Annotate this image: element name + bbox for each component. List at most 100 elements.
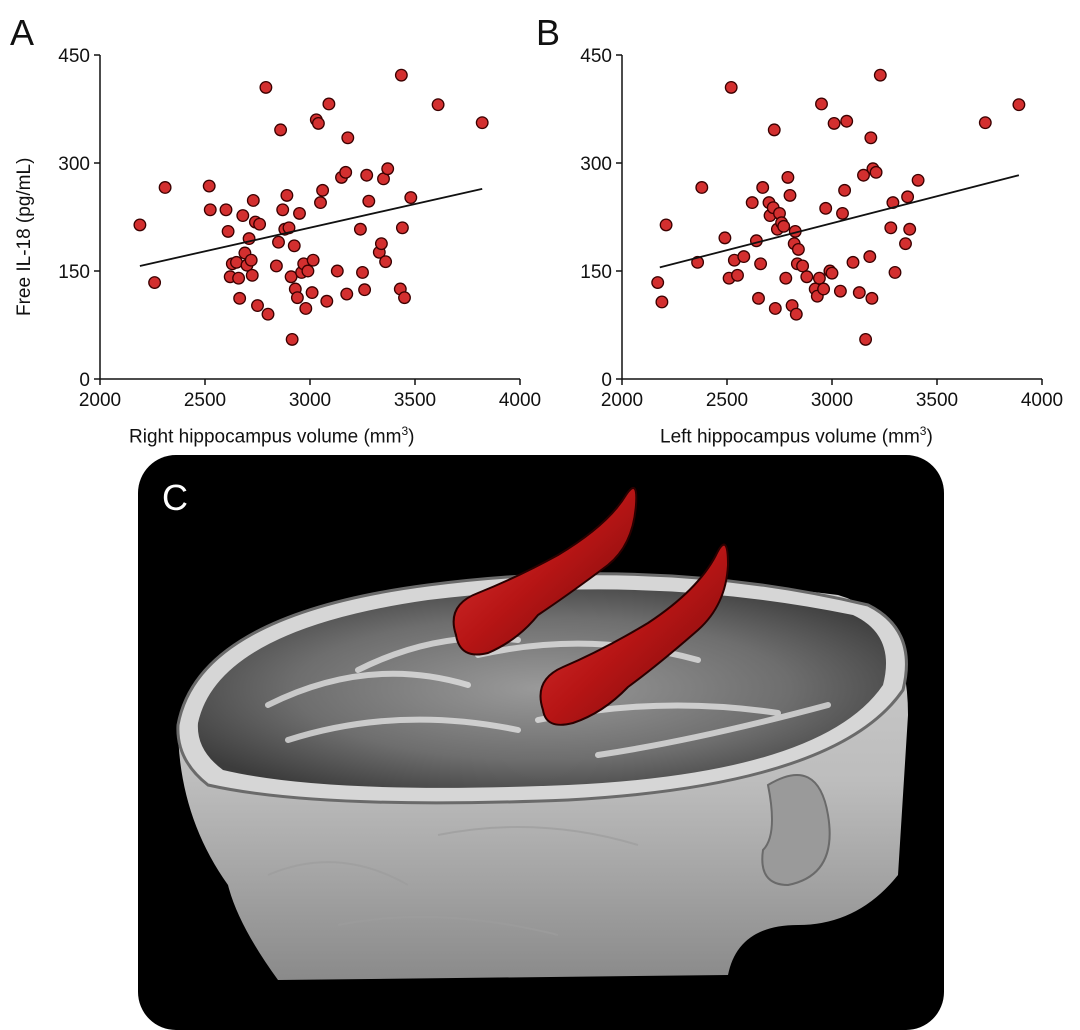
plot-a-data-point xyxy=(133,218,147,232)
plot-b-data-point xyxy=(864,131,878,145)
scatter-plot-a: 0 150 300 450 2000 2500 3000 3500 4000 xyxy=(0,0,541,420)
plot-b-data-point xyxy=(863,250,877,264)
plot-b-data-point xyxy=(827,116,841,130)
plot-a-data-point xyxy=(148,276,162,289)
plot-a-data-point xyxy=(394,68,408,82)
plot-b-x-tick-label: 2000 xyxy=(601,390,643,411)
plot-a-x-tick-label: 4000 xyxy=(499,390,541,411)
plot-a-x-tick-label: 3500 xyxy=(394,390,436,411)
plot-a-data-point xyxy=(322,97,336,111)
plot-a-data-point xyxy=(362,194,376,208)
x-axis-label-a-sup: 3 xyxy=(401,424,409,438)
plot-b-x-tick-label: 3000 xyxy=(811,390,853,411)
plot-b-data-point xyxy=(691,255,705,269)
plot-b-data-point xyxy=(724,80,738,94)
plot-a-data-point xyxy=(395,221,409,235)
right-hippocampus xyxy=(539,543,730,726)
plot-b-trendline xyxy=(659,174,1020,269)
plot-b-data-point xyxy=(838,183,852,197)
plot-b-data-point xyxy=(695,181,709,194)
plot-b-y-tick-label: 450 xyxy=(580,46,612,67)
panel-letter-a: A xyxy=(10,12,35,53)
plot-b-x-tick-label: 2500 xyxy=(706,390,748,411)
plot-b-data-point xyxy=(815,97,828,111)
plot-a-data-point xyxy=(282,221,296,235)
plot-a-x-tick-label: 2000 xyxy=(79,390,121,411)
plot-b-data-point xyxy=(846,255,860,269)
plot-a-y-tick-label: 450 xyxy=(58,46,90,67)
plot-a-data-point xyxy=(379,255,393,269)
plot-b-y-tick-label: 0 xyxy=(601,370,612,391)
plot-a-data-point xyxy=(374,237,388,251)
brain-rendering-panel: C xyxy=(138,455,944,1030)
plot-a-data-point xyxy=(272,235,285,249)
plot-a-data-point xyxy=(475,116,489,130)
plot-b-data-point xyxy=(791,242,805,256)
plot-a-data-point xyxy=(306,253,320,267)
plot-a-data-point xyxy=(261,307,275,321)
plot-a-data-point xyxy=(232,271,246,285)
plot-b-data-point xyxy=(869,165,883,179)
plot-a-data-point xyxy=(246,193,260,207)
x-axis-label-a: Right hippocampus volume (mm3) xyxy=(129,424,414,448)
plot-a-data-point xyxy=(251,299,264,313)
plot-b-data-point xyxy=(884,221,898,235)
plot-a-data-point xyxy=(287,239,301,253)
plot-b-data-point xyxy=(819,201,833,215)
plot-a-data-point xyxy=(280,188,294,202)
plot-a-data-point xyxy=(203,203,217,217)
plot-b-data-point xyxy=(833,284,847,298)
plot-b-data-point xyxy=(731,268,744,282)
plot-b-y-tick-label: 300 xyxy=(580,154,612,175)
plot-b-data-point xyxy=(852,286,866,300)
plot-b-data-point xyxy=(911,173,925,187)
plot-b-data-point xyxy=(1012,98,1026,112)
plot-a-data-point xyxy=(358,283,372,297)
plot-b-data-point xyxy=(903,222,917,236)
plot-b-data-point xyxy=(779,271,793,285)
plot-a-data-point xyxy=(404,191,418,205)
plot-a-data-point xyxy=(305,286,319,300)
plot-b-y-tick-label: 150 xyxy=(580,262,612,283)
plot-b-data-point xyxy=(796,259,810,273)
plot-a-data-point xyxy=(269,259,283,273)
plot-b-x-tick-label: 4000 xyxy=(1021,390,1063,411)
plot-a-data-point xyxy=(253,217,267,231)
plot-a-data-point xyxy=(381,162,395,176)
plot-b-data-point xyxy=(659,218,673,232)
plot-a-data-point xyxy=(316,183,330,197)
plot-a-x-tick-label: 2500 xyxy=(184,390,226,411)
plot-b-data-point xyxy=(781,170,795,184)
plot-b-data-point xyxy=(651,276,665,289)
scatter-plot-b-svg: 0 150 300 450 2000 2500 3000 3500 4000 xyxy=(580,46,1063,411)
plot-a-data-point xyxy=(259,80,273,94)
panel-letter-c: C xyxy=(162,477,188,518)
scatter-plot-b: 0 150 300 450 2000 2500 3000 3500 4000 xyxy=(0,0,1080,420)
plot-b-data-point xyxy=(745,196,759,210)
plot-b-data-point xyxy=(859,332,873,346)
left-hippocampus xyxy=(452,486,638,656)
skin-texture xyxy=(267,826,639,936)
plot-a-data-point xyxy=(290,291,304,305)
plot-a-data-point xyxy=(221,224,235,238)
plot-b-data-point xyxy=(777,219,791,233)
plot-a-x-tick-label: 3000 xyxy=(289,390,331,411)
plot-a-data-point xyxy=(244,253,258,267)
plot-a-data-point xyxy=(158,181,172,194)
plot-a-data-point xyxy=(330,264,344,278)
plot-b-data-point xyxy=(768,301,782,315)
plot-b-data-point xyxy=(789,307,803,321)
plot-a-data-point xyxy=(314,196,327,210)
x-axis-label-b-text: Left hippocampus volume (mm xyxy=(660,426,920,448)
plot-b-data-point xyxy=(756,181,770,194)
plot-a-data-point xyxy=(245,268,259,282)
plot-b-data-point xyxy=(754,257,768,271)
plot-a-data-point xyxy=(293,206,306,220)
x-axis-label-a-text: Right hippocampus volume (mm xyxy=(129,426,402,448)
plot-a-data-point xyxy=(301,264,315,278)
plot-b-data-point xyxy=(901,190,915,204)
plot-a-y-tick-label: 300 xyxy=(58,154,90,175)
plot-b-data-point xyxy=(836,206,849,220)
plot-b-data-point xyxy=(817,282,831,296)
plot-b-data-point xyxy=(873,68,887,82)
